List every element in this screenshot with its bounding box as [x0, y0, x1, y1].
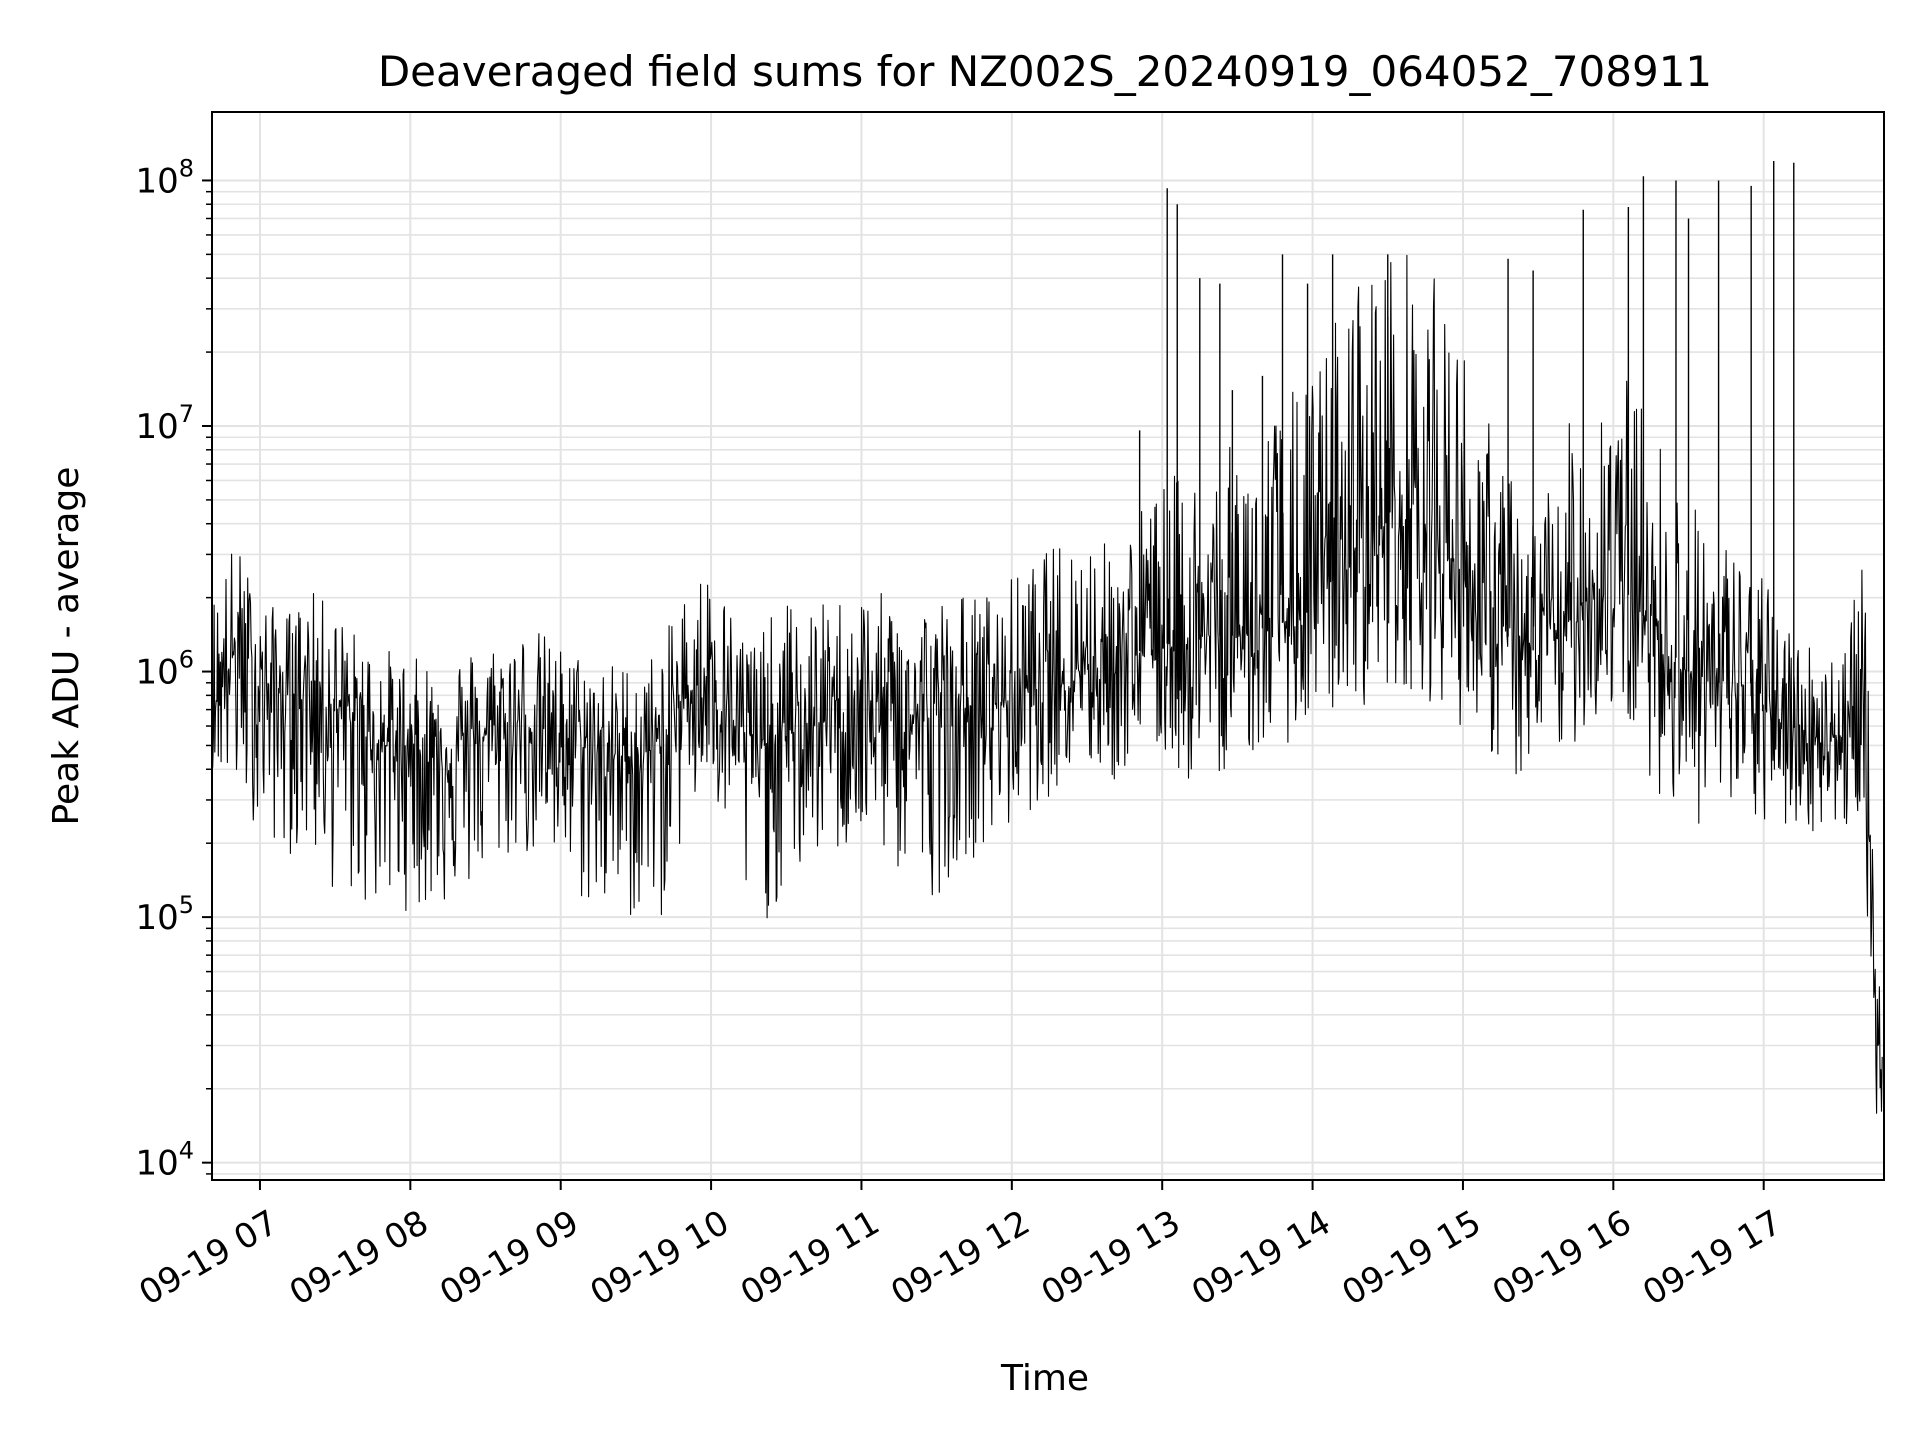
y-axis: 104 105 106 107 108: [135, 154, 212, 1184]
x-axis-label: Time: [1000, 1358, 1089, 1399]
chart-title: Deaveraged field sums for NZ002S_2024091…: [378, 47, 1712, 96]
y-tick-label: 108: [135, 154, 194, 201]
grid: [212, 112, 1884, 1180]
y-tick-label: 107: [135, 400, 194, 447]
series-layer: [211, 161, 1883, 1114]
y-tick-label: 105: [135, 891, 194, 938]
plot-frame: [211, 111, 1885, 1181]
y-tick-label: 106: [135, 646, 194, 693]
y-axis-label: Peak ADU - average: [46, 467, 87, 826]
y-tick-label: 104: [135, 1137, 194, 1184]
series-line: [211, 254, 1883, 1114]
